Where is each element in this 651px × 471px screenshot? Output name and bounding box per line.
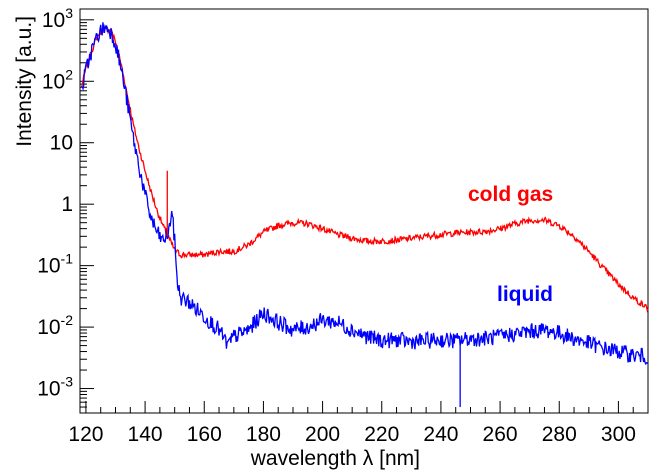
- series-layer: [80, 22, 649, 408]
- series-line-liquid: [81, 22, 649, 366]
- x-tick-label: 220: [364, 423, 399, 446]
- y-tick-label: 1: [61, 193, 73, 216]
- x-tick-label: 260: [483, 423, 518, 446]
- x-axis-label: wavelength λ [nm]: [250, 447, 420, 470]
- series-label-cold-gas: cold gas: [468, 183, 553, 206]
- x-tick-label: 140: [128, 423, 163, 446]
- series-line-cold-gas: [80, 25, 649, 313]
- x-tick-label: 240: [423, 423, 458, 446]
- x-tick-label: 180: [246, 423, 281, 446]
- x-tick-label: 300: [601, 423, 636, 446]
- x-tick-label: 280: [542, 423, 577, 446]
- plot-frame: [79, 8, 649, 414]
- x-axis-ticks: 120 140 160 180 200 220 240 260 280 300: [68, 401, 649, 446]
- series-label-liquid: liquid: [497, 283, 553, 306]
- x-tick-label: 160: [187, 423, 222, 446]
- y-tick-label: 10: [50, 132, 73, 155]
- y-tick-label: 102: [42, 66, 73, 93]
- y-tick-label: 10-1: [37, 251, 73, 278]
- y-tick-label: 10-2: [37, 312, 73, 339]
- x-tick-label: 120: [68, 423, 103, 446]
- y-axis-label: Intensity [a.u.]: [13, 16, 36, 147]
- x-tick-label: 200: [305, 423, 340, 446]
- y-tick-label: 103: [42, 5, 73, 32]
- y-tick-label: 10-3: [37, 374, 73, 401]
